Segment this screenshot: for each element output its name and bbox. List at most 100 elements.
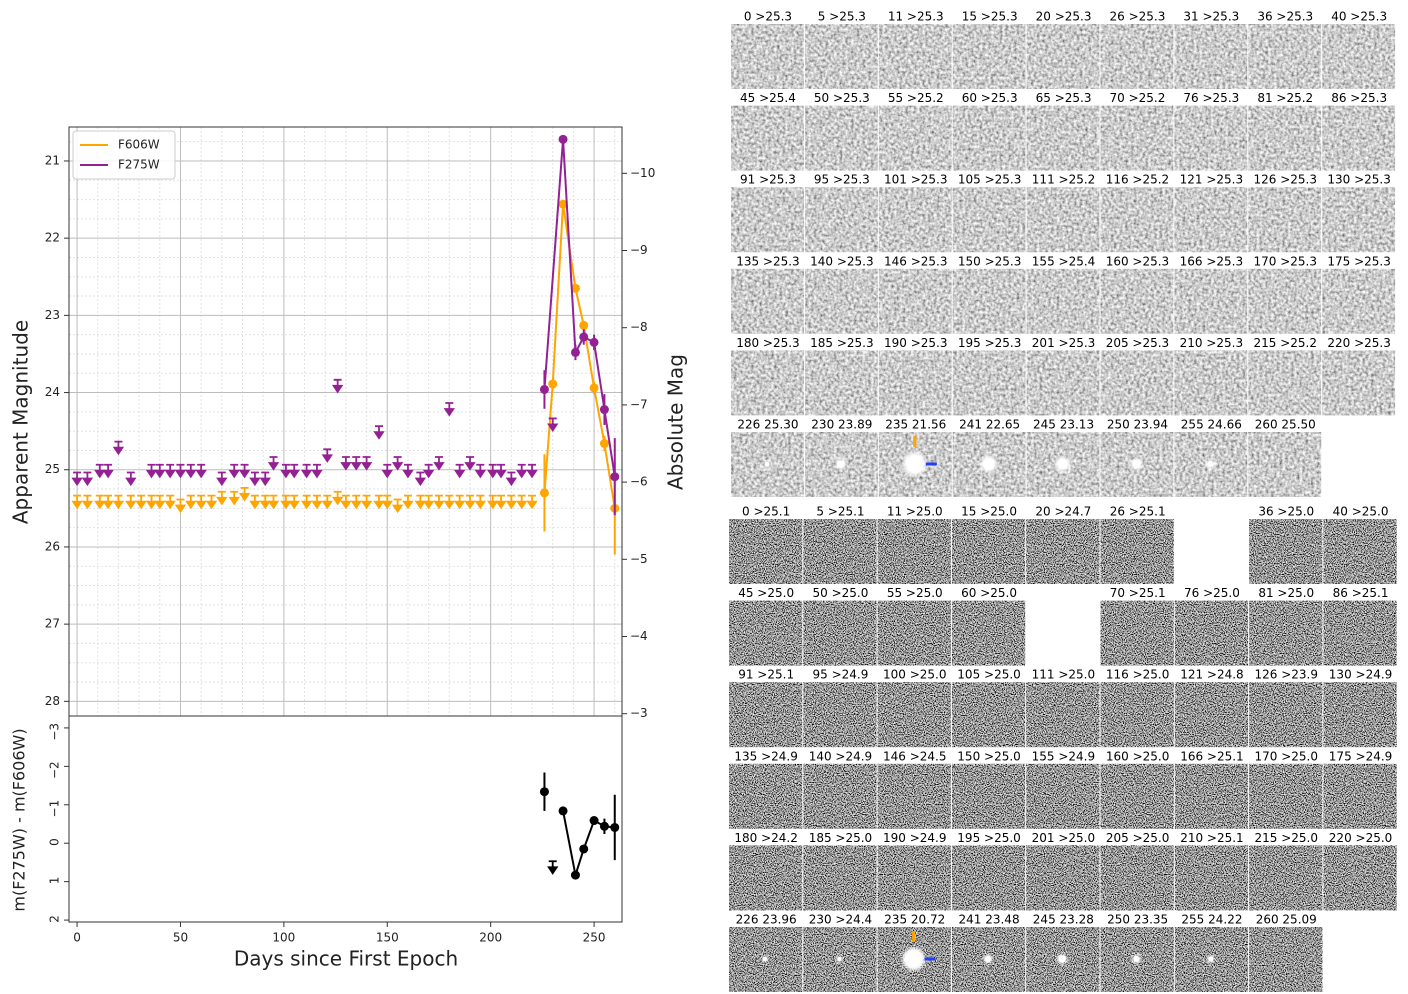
data-point — [599, 821, 609, 831]
stamp-label: 210 >25.1 — [1180, 831, 1244, 845]
upper-limit — [360, 494, 373, 510]
stamp-image — [1248, 432, 1322, 497]
stamp-image — [1248, 24, 1322, 89]
data-point — [570, 347, 580, 357]
stamp-label: 40 >25.3 — [1331, 10, 1387, 24]
source — [765, 462, 769, 466]
y2-tick-label: −7 — [630, 397, 648, 411]
upper-limit — [453, 463, 466, 479]
series-line — [562, 810, 577, 876]
stamp-label: 126 >23.9 — [1255, 668, 1319, 682]
upper-limit — [267, 494, 280, 510]
upper-limit — [145, 463, 158, 479]
stamp-label: 26 >25.1 — [1110, 505, 1166, 519]
data-point — [570, 870, 580, 880]
color-y-tick-label: −2 — [48, 761, 62, 779]
stamp-label: 140 >24.9 — [809, 749, 873, 763]
stamp-label: 60 >25.0 — [961, 586, 1017, 600]
stamp-image — [1100, 519, 1174, 584]
stamp-label: 226 25.30 — [737, 418, 798, 432]
upper-limit — [174, 498, 187, 514]
stamp-label: 116 >25.2 — [1106, 173, 1170, 187]
source — [1057, 459, 1068, 469]
stamp-image — [878, 268, 952, 334]
upper-limit — [331, 378, 344, 394]
upper-limit — [505, 494, 518, 510]
stamp-image — [1248, 350, 1322, 416]
stamp-image — [877, 682, 951, 748]
stamp-label: 5 >25.3 — [818, 10, 866, 24]
stamp-image — [803, 845, 877, 911]
stamp-image — [878, 105, 952, 171]
data-point — [579, 332, 589, 342]
source — [984, 956, 991, 962]
legend-label: F275W — [118, 158, 160, 172]
stamp-label: 166 >25.1 — [1180, 749, 1244, 763]
upper-limit — [238, 487, 251, 502]
x-tick-label: 250 — [583, 931, 606, 945]
stamp-label: 135 >24.9 — [734, 749, 798, 763]
upper-limit — [125, 471, 137, 487]
upper-limit — [526, 463, 538, 479]
data-point — [539, 787, 549, 797]
upper-limit — [321, 448, 333, 463]
upper-limit — [391, 498, 404, 514]
upper-limit — [185, 494, 197, 510]
upper-limit — [422, 463, 435, 479]
upper-limit — [331, 490, 344, 506]
stamp-label: 70 >25.2 — [1110, 91, 1166, 105]
series-line — [574, 848, 585, 876]
upper-limit — [267, 456, 280, 471]
stamp-image — [952, 350, 1026, 416]
stamp-label: 130 >24.9 — [1329, 668, 1393, 682]
stamp-label: 26 >25.3 — [1110, 10, 1166, 24]
series-line — [562, 139, 577, 353]
x-axis-label: Days since First Epoch — [234, 947, 458, 971]
stamp-label: 45 >25.0 — [738, 586, 794, 600]
marker-blue — [925, 462, 937, 466]
stamp-label: 201 >25.0 — [1032, 831, 1096, 845]
stamp-label: 65 >25.3 — [1036, 91, 1092, 105]
stamp-image — [1100, 268, 1174, 334]
upper-limit — [474, 494, 487, 510]
stamp-label: 76 >25.0 — [1184, 586, 1240, 600]
stamp-label: 11 >25.0 — [887, 505, 943, 519]
marker-blue — [924, 957, 936, 961]
upper-limit — [112, 440, 125, 456]
stamp-label: 36 >25.0 — [1258, 505, 1314, 519]
data-point — [548, 379, 558, 389]
data-point — [539, 384, 549, 394]
upper-limit — [154, 494, 166, 510]
stamp-label: 180 >24.2 — [734, 831, 798, 845]
stamp-image — [1322, 105, 1396, 171]
upper-limit — [422, 494, 435, 510]
upper-limit — [280, 494, 292, 510]
stamp-image — [1174, 187, 1248, 253]
stamp-image — [1100, 845, 1174, 911]
stamp-image — [1100, 763, 1174, 829]
stamp-label: 166 >25.3 — [1180, 254, 1244, 268]
stamp-label: 260 25.09 — [1256, 913, 1317, 927]
stamp-label: 255 24.66 — [1181, 418, 1242, 432]
data-point — [610, 822, 620, 832]
stamp-label: 126 >25.3 — [1254, 173, 1318, 187]
color-y-tick-label: −1 — [48, 800, 62, 818]
x-tick-label: 0 — [73, 931, 81, 945]
stamp-image — [804, 187, 878, 253]
upper-limit — [526, 494, 538, 510]
upper-limit — [516, 463, 528, 479]
upper-limit — [288, 463, 300, 479]
series-line — [543, 139, 565, 390]
y-tick-label: 27 — [45, 617, 60, 631]
stamp-label: 205 >25.3 — [1106, 336, 1170, 350]
stamp-image — [729, 682, 803, 748]
stamp-image — [803, 600, 877, 666]
upper-limit — [125, 494, 137, 510]
stamp-label: 105 >25.0 — [957, 668, 1021, 682]
stamp-label: 235 21.56 — [885, 418, 946, 432]
color-frame — [68, 715, 623, 923]
upper-limit — [373, 494, 385, 510]
stamp-image — [731, 24, 804, 89]
data-point — [589, 337, 599, 347]
stamp-image — [729, 519, 803, 584]
